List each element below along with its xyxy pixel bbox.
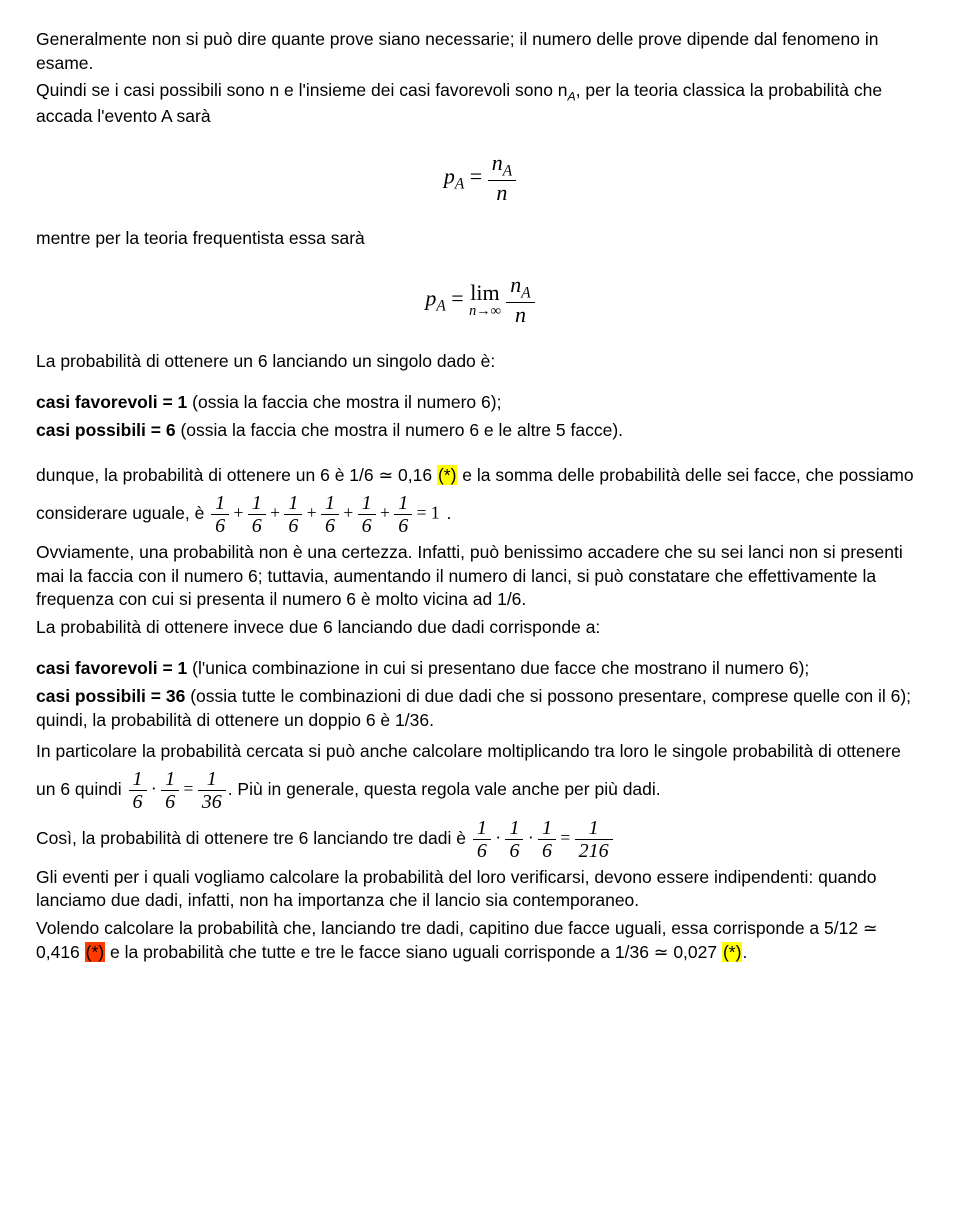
paragraph-independent: Gli eventi per i quali vogliamo calcolar… [36,866,924,913]
text: . Più in generale, questa regola vale an… [228,779,661,799]
bold: casi favorevoli = 1 [36,658,187,678]
paragraph-three-dice: Così, la probabilità di ottenere tre 6 l… [36,817,924,862]
bold: casi favorevoli = 1 [36,392,187,412]
lhs-p: p [444,163,455,188]
sub-a: A [568,90,576,104]
case-poss-2: casi possibili = 36 (ossia tutte le comb… [36,685,924,732]
highlight-yellow: (*) [437,465,457,485]
eq: = [446,285,469,310]
sub-a: A [455,176,464,193]
highlight-yellow: (*) [722,942,742,962]
case-poss-1: casi possibili = 6 (ossia la faccia che … [36,419,924,443]
text: (ossia la faccia che mostra il numero 6 … [176,420,623,440]
fraction: nAn [488,151,516,206]
text: Così, la probabilità di ottenere tre 6 l… [36,828,471,848]
highlight-red: (*) [85,942,105,962]
formula-frequentist: pA = limn→∞ nAn [36,273,924,328]
paragraph-final: Volendo calcolare la probabilità che, la… [36,917,924,964]
bold: casi possibili = 6 [36,420,176,440]
paragraph-intro: Generalmente non si può dire quante prov… [36,28,924,75]
eq: = [464,163,487,188]
case-fav-1: casi favorevoli = 1 (ossia la faccia che… [36,391,924,415]
paragraph-classical: Quindi se i casi possibili sono n e l'in… [36,79,924,129]
product-two: 16 · 16 = 136 [129,768,226,813]
num-sub: A [521,284,530,301]
fraction: nAn [506,273,534,328]
bold: casi possibili = 36 [36,686,185,706]
paragraph-frequentist: mentre per la teoria frequentista essa s… [36,227,924,251]
paragraph-sum: dunque, la probabilità di ottenere un 6 … [36,460,924,537]
lim-sub: n→∞ [469,304,501,318]
sub-a: A [436,298,445,315]
case-fav-2: casi favorevoli = 1 (l'unica combinazion… [36,657,924,681]
text: Quindi se i casi possibili sono n e l'in… [36,80,568,100]
den: n [506,303,534,327]
text: (l'unica combinazione in cui si presenta… [187,658,809,678]
paragraph-two-dice: La probabilità di ottenere invece due 6 … [36,616,924,640]
num-n: n [510,272,521,297]
text: dunque, la probabilità di ottenere un 6 … [36,465,437,485]
num-sub: A [503,162,512,179]
paragraph-not-certainty: Ovviamente, una probabilità non è una ce… [36,541,924,612]
text: . [742,942,747,962]
text: (ossia la faccia che mostra il numero 6)… [187,392,501,412]
lhs-p: p [425,285,436,310]
lim-text: lim [469,282,501,304]
period: . [442,503,452,523]
paragraph-die6: La probabilità di ottenere un 6 lanciand… [36,350,924,374]
den: n [488,181,516,205]
sum-fractions: 16 + 16 + 16 + 16 + 16 + 16 = 1 [211,492,440,537]
limit: limn→∞ [469,282,501,318]
text: e la probabilità che tutte e tre le facc… [105,942,722,962]
paragraph-product-rule: In particolare la probabilità cercata si… [36,736,924,813]
num-n: n [492,150,503,175]
formula-classical: pA = nAn [36,151,924,206]
product-three: 16 · 16 · 16 = 1216 [473,817,613,862]
